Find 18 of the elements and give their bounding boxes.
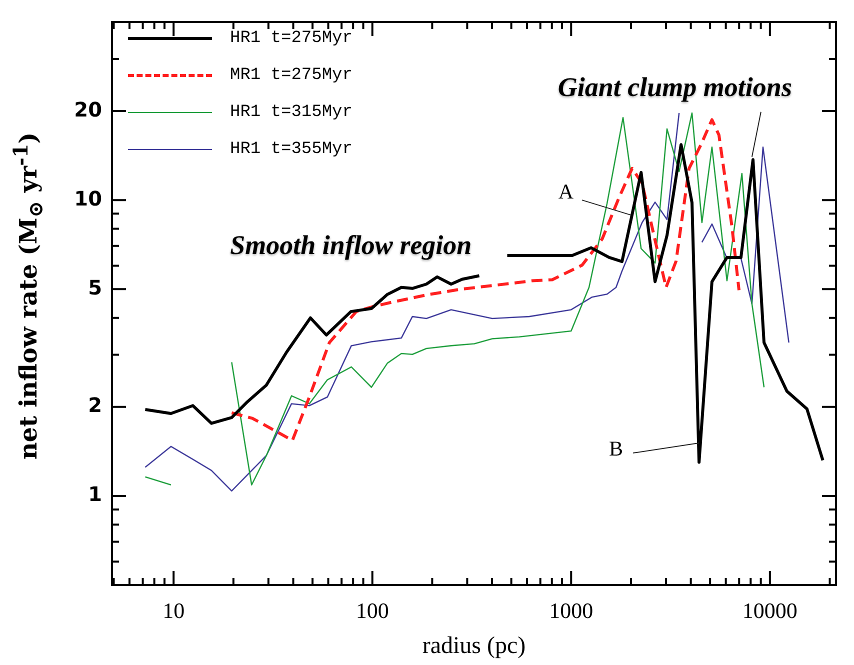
x-axis-title: radius (pc) [422,632,526,659]
y-tick-label: 2 [88,393,102,418]
annotation: Giant clump motions [558,72,792,102]
y-tick-label: 1 [88,482,102,506]
x-tick-label: 1000 [549,598,594,623]
annotation: A [558,180,574,204]
y-tick-label: 10 [74,186,102,210]
annotation: Smooth inflow region [230,230,472,260]
x-tick-label: 10000 [742,598,798,623]
y-tick-label: 20 [74,97,102,122]
legend-label: MR1 t=275Myr [230,66,352,85]
y-tick-label: 5 [88,275,102,300]
annotation: B [609,436,624,461]
legend-label: HR1 t=355Myr [230,140,352,159]
x-tick-label: 10 [162,598,185,623]
legend-label: HR1 t=315Myr [230,103,352,122]
x-tick-label: 100 [356,598,389,623]
legend-label: HR1 t=275Myr [230,29,352,48]
